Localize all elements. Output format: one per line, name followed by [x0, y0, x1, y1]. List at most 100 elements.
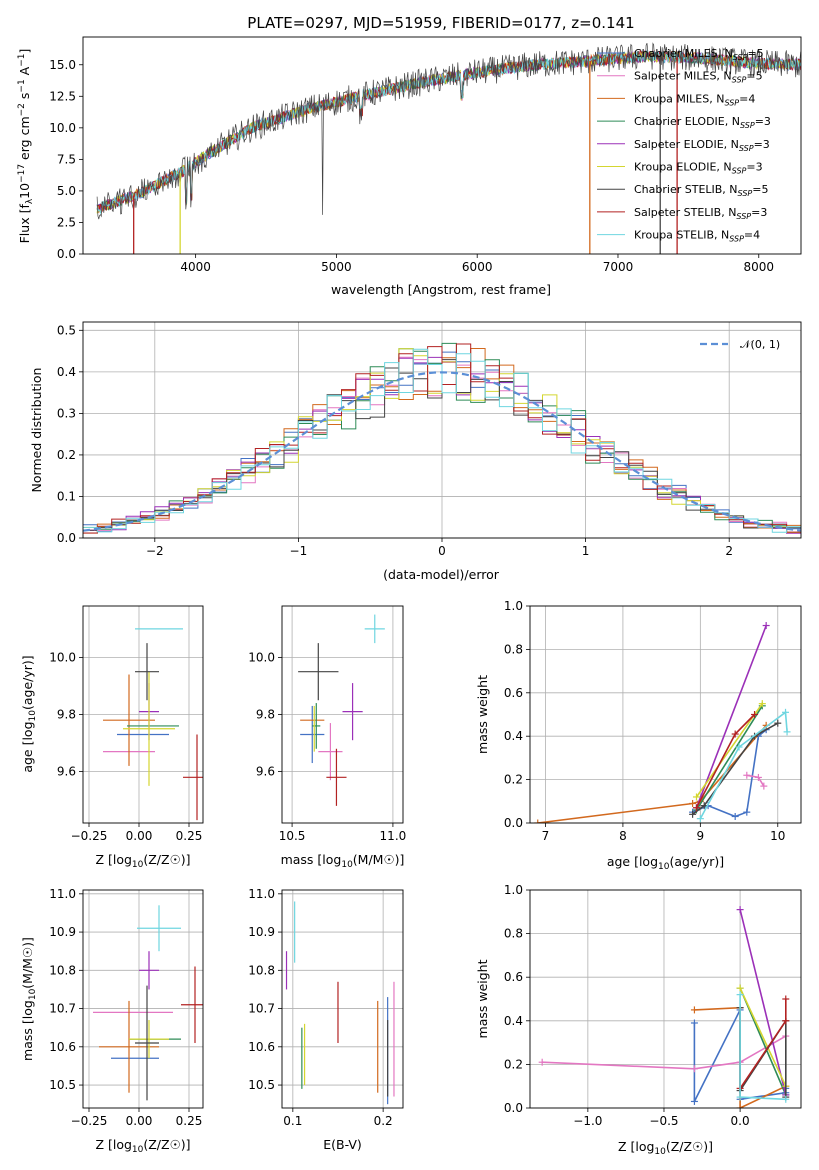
- legend-entry: Salpeter MILES, NSSP=5: [634, 70, 763, 85]
- grid-lines: [282, 890, 403, 1108]
- x-tick-label: 10: [770, 829, 785, 843]
- x-tick-label: 8000: [743, 260, 774, 274]
- y-tick-label: 0.4: [504, 1014, 523, 1028]
- x-tick-label: 5000: [321, 260, 352, 274]
- spectrum-panel: 4000 5000 6000 7000 8000 0.0 2.5 5.0 7.5 10.0 12.5…: [17, 36, 802, 297]
- y-tick-label: 10.7: [248, 1002, 275, 1016]
- y-tick-label: 10.7: [49, 1002, 76, 1016]
- y-tick-label: 10.6: [248, 1040, 275, 1054]
- axes-frame: [281, 889, 404, 1109]
- y-tick-label: 11.0: [248, 887, 275, 901]
- legend-tail: =3: [754, 138, 770, 151]
- mass-vs-z-panel: −0.25 0.00 0.25 10.5 10.6 10.7 10.8 10.9 11.0 Z […: [20, 887, 204, 1155]
- y-tick-label: 7.5: [57, 152, 76, 166]
- massweight-vs-age-panel: 7 8 9 10 0.0 0.2 0.4 0.6 0.8 1.0 age [log10(age/yr…: [475, 599, 802, 872]
- y-tick-label: 0.2: [504, 1057, 523, 1071]
- y-tick-label: 10.0: [248, 650, 275, 664]
- legend-tail: =3: [751, 206, 767, 219]
- x-tick-label: 4000: [180, 260, 211, 274]
- legend-label: Chabrier STELIB, N: [634, 183, 738, 196]
- x-tick-label: 1: [582, 544, 590, 558]
- y-tick-label: 9.6: [57, 765, 76, 779]
- legend-label: Chabrier MILES, N: [634, 47, 733, 60]
- y-tick-label: 2.5: [57, 215, 76, 229]
- x-axis-label: Z [log10(Z/Z☉)]: [95, 1137, 190, 1155]
- weight-series-line: [692, 722, 779, 815]
- grid-lines: [530, 605, 801, 824]
- weight-series-line: [695, 713, 756, 809]
- y-axis-label: age [log10(age/yr)]: [20, 655, 38, 772]
- legend-entry: Chabrier STELIB, NSSP=5: [634, 183, 768, 198]
- x-tick-label: 7000: [603, 260, 634, 274]
- y-axis-label: Flux [fλ10−17 erg cm−2 s−1 A−1]: [17, 49, 35, 244]
- legend-label: Kroupa ELODIE, N: [634, 161, 732, 174]
- legend-entry: Kroupa MILES, NSSP=4: [634, 92, 755, 107]
- y-tick-label: 11.0: [49, 887, 76, 901]
- x-tick-label: −0.5: [649, 1114, 678, 1128]
- y-axis-label: mass weight: [475, 675, 490, 754]
- y-tick-label: 10.8: [248, 963, 275, 977]
- x-axis-label: Z [log10(Z/Z☉)]: [618, 1139, 713, 1157]
- axes-frame: [82, 605, 204, 824]
- histogram-lines: [83, 342, 801, 534]
- legend-tail: =5: [752, 183, 768, 196]
- y-tick-label: 10.9: [248, 925, 275, 939]
- legend-tail: =3: [746, 161, 762, 174]
- legend-subscript: SSP: [733, 53, 748, 62]
- axes-frame: [82, 36, 802, 255]
- x-axis-label: age [log10(age/yr)]: [607, 854, 724, 872]
- tick-marks: −0.25 0.00 0.25 9.6 9.8 10.0: [49, 650, 202, 843]
- y-tick-label: 10.5: [49, 1078, 76, 1092]
- legend-label: Chabrier ELODIE, N: [634, 115, 740, 128]
- legend-label: Salpeter STELIB, N: [634, 206, 736, 219]
- legend-tail: =5: [747, 47, 763, 60]
- weight-series-line: [699, 710, 788, 820]
- errorbar-points: [285, 901, 395, 1105]
- y-tick-label: 12.5: [49, 89, 76, 103]
- tick-marks: 4000 5000 6000 7000 8000 0.0 2.5 5.0 7.5 10.0 12.5…: [49, 58, 774, 274]
- y-tick-label: 10.0: [49, 121, 76, 135]
- weight-series-line: [739, 994, 786, 1101]
- legend-subscript: SSP: [732, 76, 747, 85]
- legend-subscript: SSP: [739, 144, 754, 153]
- y-tick-label: 0.5: [57, 323, 76, 337]
- x-tick-label: 0.00: [126, 1114, 153, 1128]
- x-tick-label: −1: [290, 544, 308, 558]
- grid-lines: [282, 606, 403, 823]
- x-tick-label: −0.25: [71, 829, 108, 843]
- y-tick-label: 0.0: [504, 1101, 523, 1115]
- spectrum-lines: [96, 42, 801, 254]
- legend-entry: Kroupa ELODIE, NSSP=3: [634, 161, 763, 176]
- mass-vs-ebv-panel: 0.1 0.2 10.5 10.6 10.7 10.8 10.9 11.0 E(B-V): [248, 887, 404, 1152]
- legend-tail: =3: [755, 115, 771, 128]
- tick-marks: 10.5 11.0 9.6 9.8 10.0: [248, 650, 406, 843]
- weight-series-line: [542, 1035, 787, 1070]
- x-axis-label: (data-model)/error: [383, 567, 500, 582]
- legend-subscript: SSP: [736, 212, 751, 221]
- x-axis-label: Z [log10(Z/Z☉)]: [95, 852, 190, 870]
- weight-lines: [538, 906, 790, 1108]
- age-vs-z-panel: −0.25 0.00 0.25 9.6 9.8 10.0 Z [log10(Z/Z☉)] ag…: [20, 605, 204, 870]
- y-tick-label: 10.6: [49, 1040, 76, 1054]
- y-tick-label: 10.5: [248, 1078, 275, 1092]
- weight-series-line: [739, 909, 787, 1096]
- legend-tail: =4: [739, 92, 755, 105]
- axes-frame: [529, 889, 802, 1109]
- x-tick-label: 0.00: [126, 829, 153, 843]
- axes-frame: [82, 889, 204, 1109]
- weight-series-line: [739, 987, 787, 1087]
- legend-subscript: SSP: [729, 235, 744, 244]
- x-tick-label: 8: [619, 829, 627, 843]
- y-tick-label: 1.0: [504, 599, 523, 613]
- x-axis-label: mass [log10(M/M☉)]: [281, 852, 405, 870]
- gaussian-curve: [83, 371, 801, 532]
- y-tick-label: 0.8: [504, 642, 523, 656]
- legend-gaussian-label: 𝒩(0, 1): [740, 338, 780, 351]
- x-tick-label: 9: [697, 829, 705, 843]
- legend-tail: =4: [744, 229, 760, 242]
- x-tick-label: 10.5: [279, 829, 306, 843]
- legend-entry: Chabrier ELODIE, NSSP=3: [634, 115, 771, 130]
- tick-marks: 0.1 0.2 10.5 10.6 10.7 10.8 10.9 11.0: [248, 887, 392, 1128]
- grid-lines: [83, 890, 203, 1108]
